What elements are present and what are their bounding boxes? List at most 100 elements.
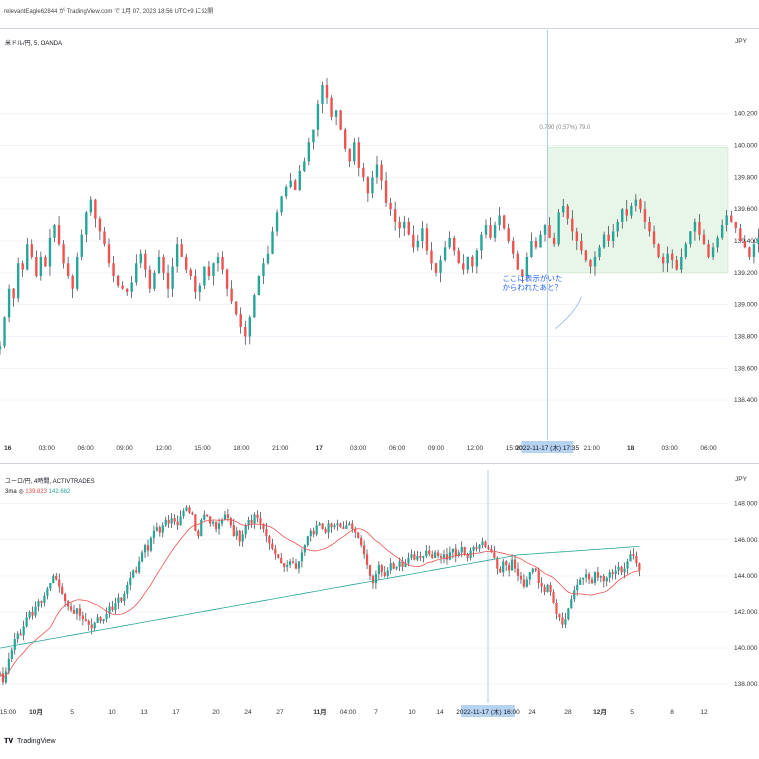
eurjpy-candle <box>238 530 241 542</box>
eurjpy-candle <box>481 541 484 546</box>
bottom-y-tick-label: 144.000 <box>734 573 758 580</box>
eurjpy-candle <box>510 559 514 571</box>
eurjpy-candle <box>360 537 363 546</box>
eurjpy-candle <box>300 552 304 562</box>
usdjpy-candle <box>448 237 451 248</box>
eurjpy-candle <box>516 568 520 576</box>
usdjpy-candle <box>698 221 701 235</box>
eurjpy-candle <box>191 512 194 515</box>
eurjpy-candle <box>431 554 434 558</box>
usdjpy-candle <box>507 228 510 241</box>
usdjpy-candle <box>680 256 683 270</box>
eurjpy-candle <box>531 568 534 573</box>
eurjpy-candle <box>226 514 230 519</box>
indicator-eye-icon[interactable]: ◎ <box>18 489 24 495</box>
eurjpy-candle <box>235 530 238 537</box>
eurjpy-candle <box>203 514 206 520</box>
usdjpy-candle <box>552 237 556 245</box>
eurjpy-candle <box>200 519 203 537</box>
bottom-x-tick-label: 10 <box>408 709 416 716</box>
usdjpy-candle <box>652 231 656 245</box>
usdjpy-candle <box>702 234 706 245</box>
usdjpy-candle <box>602 234 606 248</box>
eurjpy-candle <box>434 552 437 558</box>
bottom-x-tick-label: 14 <box>436 709 444 716</box>
annotation-text: ここに表示がいた <box>502 273 562 283</box>
usdjpy-candlestick-chart[interactable]: 140.200140.000139.800139.600139.400139.2… <box>0 30 759 458</box>
top-y-tick-label: 139.000 <box>734 302 758 309</box>
usdjpy-candle <box>543 225 547 235</box>
eurjpy-candle <box>466 554 469 558</box>
eurjpy-candle <box>256 514 259 519</box>
eurjpy-candle <box>620 566 623 573</box>
usdjpy-chart-panel[interactable]: 米ドル/円, 5, OANDA JPY 140.200 140.000 139.80… <box>0 30 759 458</box>
eurjpy-candle <box>161 525 164 533</box>
eurjpy-candle <box>496 557 499 569</box>
usdjpy-candle <box>198 285 202 292</box>
eurjpy-candle <box>351 523 354 529</box>
eurjpy-candle <box>579 579 582 585</box>
usdjpy-candle <box>502 215 506 229</box>
eurjpy-candle <box>40 601 43 603</box>
usdjpy-candle <box>389 202 392 210</box>
eurjpy-candle <box>395 566 398 569</box>
eurjpy-candle <box>522 579 526 587</box>
usdjpy-candle <box>234 301 238 315</box>
eurjpy-candle <box>229 518 232 526</box>
eurjpy-candle <box>602 575 605 582</box>
usdjpy-candle <box>739 228 742 241</box>
indicator-name: 3ma <box>5 489 17 495</box>
top-x-tick-label: 15:00 <box>506 445 523 452</box>
eurjpy-candle <box>37 601 40 607</box>
usdjpy-candle <box>366 177 370 194</box>
usdjpy-candle <box>212 263 215 277</box>
eurjpy-candle <box>442 554 446 558</box>
eurjpy-candle <box>339 523 342 528</box>
usdjpy-candle <box>684 244 688 257</box>
eurjpy-candle <box>567 608 570 620</box>
eurjpy-candle <box>28 611 31 618</box>
usdjpy-candle <box>584 250 588 261</box>
eurjpy-candle <box>217 523 221 529</box>
eurjpy-candle <box>404 563 407 567</box>
bottom-x-tick-label: 12 <box>700 709 708 716</box>
usdjpy-candle <box>439 260 442 273</box>
eurjpy-candle <box>457 552 460 557</box>
usdjpy-candle <box>57 225 61 245</box>
eurjpy-candle <box>306 536 309 546</box>
top-x-tick-label: 09:00 <box>428 445 445 452</box>
eurjpy-candle <box>268 536 271 544</box>
usdjpy-candle <box>757 237 759 245</box>
top-x-tick-label: 03:00 <box>661 445 678 452</box>
bottom-x-tick-label: 13 <box>140 709 148 716</box>
eurjpy-candle <box>410 554 413 558</box>
usdjpy-candle <box>253 295 256 318</box>
eurjpy-candle <box>564 619 567 625</box>
usdjpy-candle <box>530 241 533 257</box>
usdjpy-candle <box>203 266 206 286</box>
eurjpy-chart-panel[interactable]: ユーロ/円, 4時間, ACTIVTRADES 3ma ◎ 139.823 14… <box>0 470 759 720</box>
bottom-x-tick-label: 20 <box>212 709 220 716</box>
usdjpy-candle <box>648 221 651 232</box>
usdjpy-candle <box>475 250 479 267</box>
usdjpy-candle <box>748 247 751 257</box>
eurjpy-candlestick-chart[interactable]: 148.000 146.000 144.000 142.000 140.000 138.0… <box>0 470 759 720</box>
usdjpy-candle <box>430 250 433 264</box>
eurjpy-candle <box>123 593 126 602</box>
eurjpy-candle <box>389 563 392 571</box>
bottom-y-tick-label: 146.000 <box>734 537 758 544</box>
bottom-x-tick-label: 27 <box>276 709 284 716</box>
eurjpy-candle <box>596 572 600 578</box>
usdjpy-candle <box>611 231 615 241</box>
usdjpy-candle <box>343 129 347 149</box>
eurjpy-candle <box>570 599 573 609</box>
usdjpy-candle <box>607 234 610 241</box>
bottom-x-tick-label: 8 <box>670 709 674 716</box>
usdjpy-candle <box>239 314 242 327</box>
eurjpy-candle <box>422 556 425 558</box>
eurjpy-candle <box>188 507 191 513</box>
eurjpy-candle <box>132 570 135 578</box>
eurjpy-candle <box>155 527 158 531</box>
usdjpy-candle <box>148 269 152 289</box>
usdjpy-candle <box>35 256 38 277</box>
